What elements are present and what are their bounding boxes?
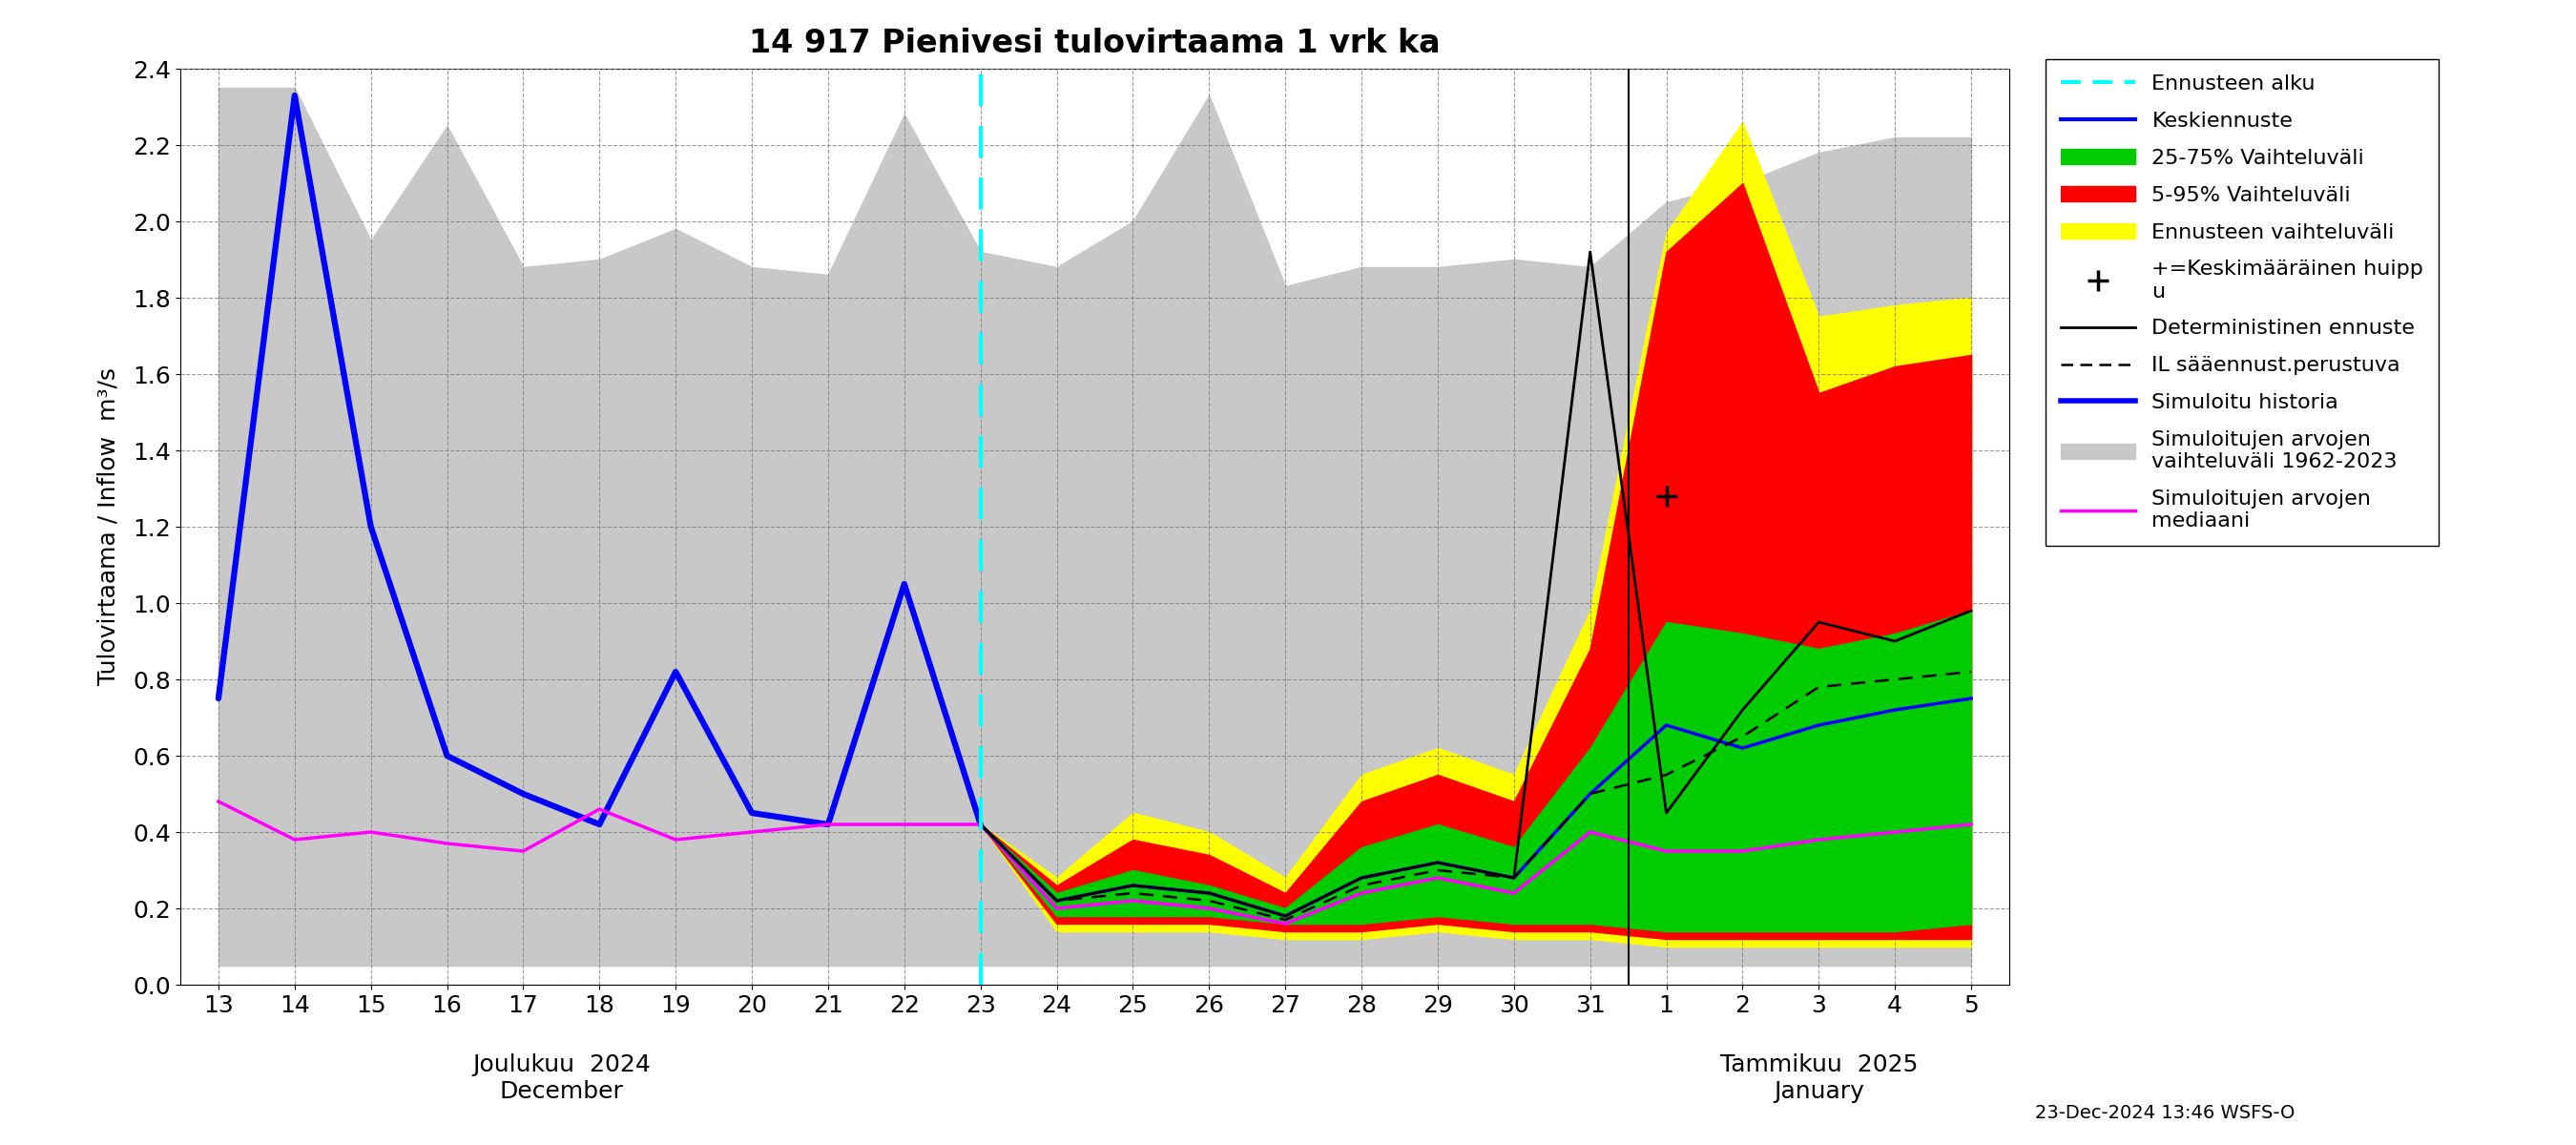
Y-axis label: Tulovirtaama / Inflow  m³/s: Tulovirtaama / Inflow m³/s — [98, 368, 118, 686]
Text: 23-Dec-2024 13:46 WSFS-O: 23-Dec-2024 13:46 WSFS-O — [2035, 1104, 2295, 1122]
Text: Tammikuu  2025
January: Tammikuu 2025 January — [1721, 1053, 1917, 1103]
Text: Joulukuu  2024
December: Joulukuu 2024 December — [471, 1053, 652, 1103]
Title: 14 917 Pienivesi tulovirtaama 1 vrk ka: 14 917 Pienivesi tulovirtaama 1 vrk ka — [750, 27, 1440, 60]
Legend: Ennusteen alku, Keskiennuste, 25-75% Vaihteluväli, 5-95% Vaihteluväli, Ennusteen: Ennusteen alku, Keskiennuste, 25-75% Vai… — [2045, 60, 2439, 546]
